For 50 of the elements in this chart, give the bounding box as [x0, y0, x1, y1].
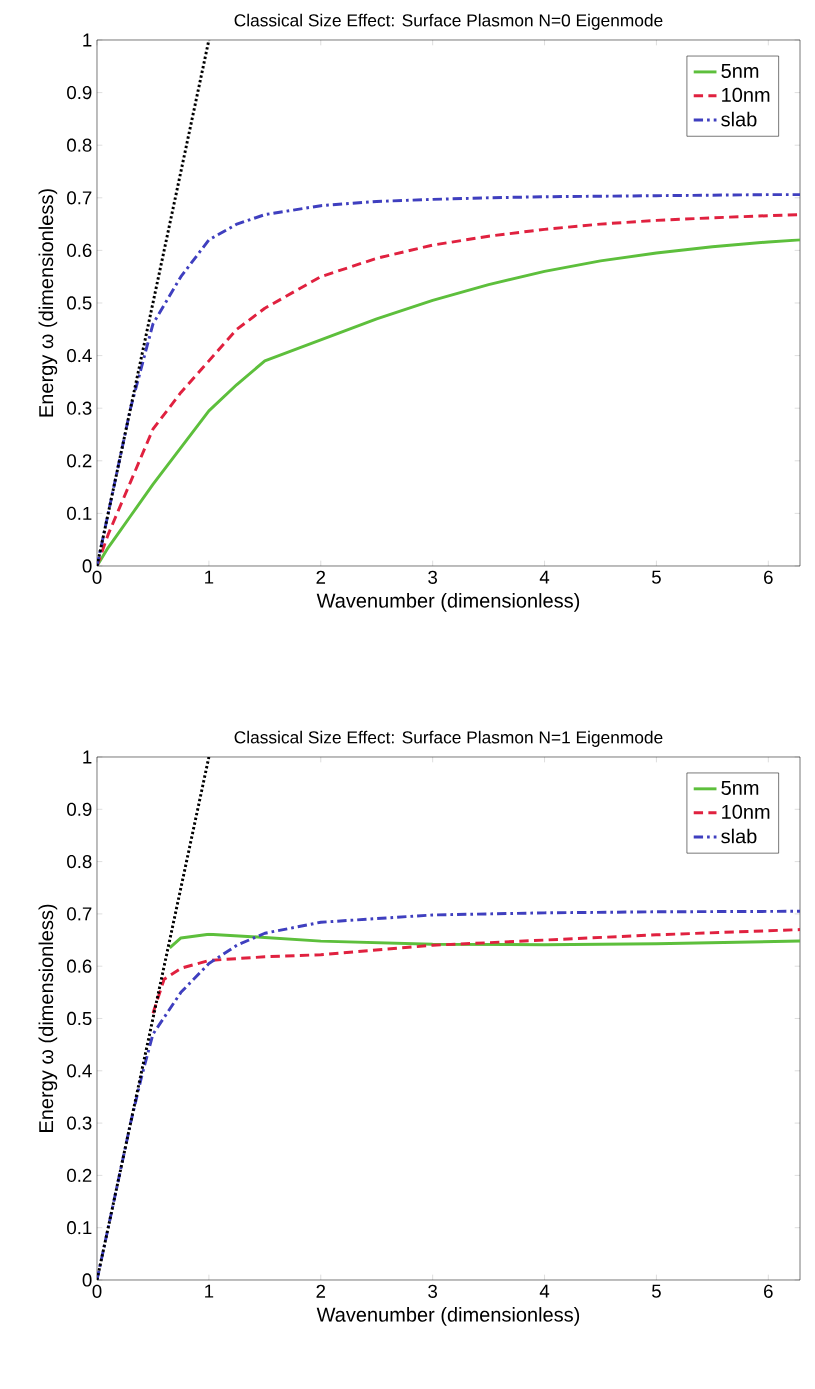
- x-tick-label: 5: [651, 570, 661, 584]
- line-series: [168, 932, 800, 950]
- x-tick-label: 0: [92, 1284, 102, 1298]
- y-tick-label: 0.6: [67, 959, 92, 973]
- x-axis-title: Wavenumber (dimensionless): [316, 593, 580, 612]
- y-tick-label: 1: [83, 750, 92, 764]
- x-tick-label: 6: [764, 1284, 773, 1298]
- y-tick-label: 0.7: [67, 907, 92, 921]
- y-tick-label: 0.1: [67, 506, 92, 521]
- y-tick-label: 0.4: [67, 348, 92, 363]
- y-tick-label: 1: [83, 33, 92, 47]
- y-axis-title: Energy ω (dimensionless): [38, 189, 58, 417]
- y-axis-title: Energy ω (dimensionless): [38, 904, 58, 1132]
- x-tick-label: 3: [428, 570, 438, 584]
- x-tick-label: 0: [92, 570, 102, 584]
- y-tick-label: 0.1: [67, 1221, 92, 1235]
- x-tick-label: 2: [316, 570, 326, 584]
- x-tick-label: 4: [539, 1284, 550, 1298]
- legend-label: 10nm: [722, 804, 770, 819]
- x-tick-label: 4: [539, 570, 550, 584]
- y-tick-label: 0: [82, 559, 92, 573]
- y-tick-label: 0.5: [67, 1011, 92, 1026]
- x-tick-label: 2: [316, 1284, 326, 1298]
- y-tick-label: 0.8: [67, 138, 92, 152]
- y-tick-label: 0.4: [67, 1064, 92, 1078]
- y-tick-label: 0.2: [67, 1168, 92, 1183]
- y-tick-label: 0: [82, 1273, 92, 1287]
- y-tick-label: 0.8: [67, 854, 92, 869]
- x-axis-title: Wavenumber (dimensionless): [316, 1307, 580, 1326]
- legend-label: 10nm: [722, 87, 770, 102]
- line-series: [151, 928, 800, 1015]
- legend-label: 5nm: [721, 780, 759, 795]
- legend-label: slab: [721, 828, 757, 844]
- y-tick-label: 0.9: [67, 802, 92, 816]
- x-tick-label: 3: [428, 1284, 438, 1298]
- y-tick-label: 0.5: [67, 296, 92, 310]
- y-tick-label: 0.7: [67, 191, 92, 205]
- x-tick-label: 1: [205, 570, 214, 584]
- legend-label: slab: [721, 111, 757, 127]
- x-tick-label: 1: [205, 1284, 214, 1298]
- chart-title: Classical Size Effect: Surface Plasmon N=0 Eigenmode: [234, 13, 663, 30]
- chart-title: Classical Size Effect: Surface Plasmon N=1 Eigenmode: [234, 730, 663, 747]
- y-tick-label: 0.2: [67, 454, 92, 468]
- y-tick-label: 0.6: [67, 243, 92, 257]
- y-tick-label: 0.3: [67, 1116, 92, 1130]
- x-tick-label: 5: [651, 1284, 661, 1298]
- y-tick-label: 0.3: [67, 401, 92, 415]
- x-tick-label: 6: [764, 570, 773, 584]
- legend-label: 5nm: [721, 64, 759, 78]
- y-tick-label: 0.9: [67, 85, 92, 100]
